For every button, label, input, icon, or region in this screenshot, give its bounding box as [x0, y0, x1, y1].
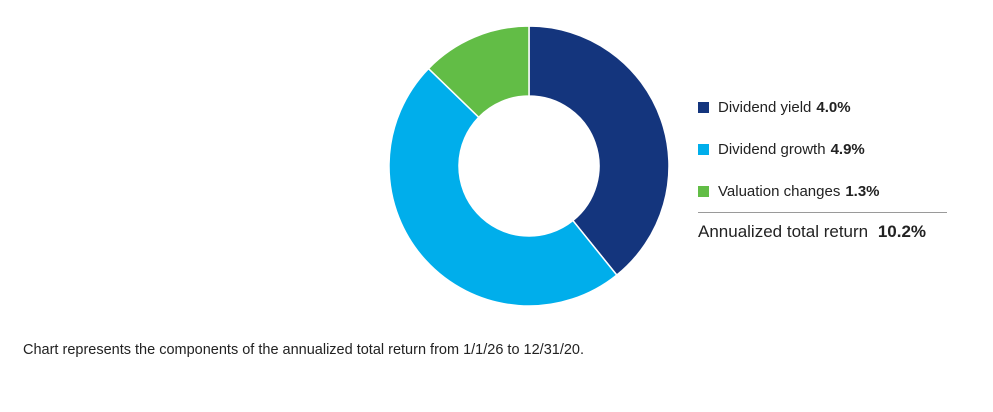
legend-swatch-dividend-growth: [698, 143, 709, 155]
legend-item-valuation-changes: Valuation changes 1.3%: [698, 179, 948, 203]
legend-divider: [698, 212, 947, 213]
donut-slice-valuation-changes: [427, 26, 530, 119]
legend-label-dividend-growth: Dividend growth: [718, 140, 826, 158]
total-return-value: 10.2%: [877, 222, 927, 241]
total-return: Annualized total return 10.2%: [698, 222, 926, 242]
chart-footnote: Chart represents the components of the a…: [23, 342, 585, 358]
legend-value-dividend-yield: 4.0%: [816, 98, 851, 116]
total-return-label: Annualized total return: [698, 222, 869, 241]
donut-slice-dividend-growth: [389, 67, 618, 306]
legend-swatch-valuation-changes: [698, 185, 709, 197]
chart-legend: Dividend yield 4.0% Dividend growth 4.9%…: [698, 95, 948, 221]
donut-chart: [389, 26, 669, 306]
legend-item-dividend-yield: Dividend yield 4.0%: [698, 95, 948, 119]
legend-swatch-dividend-yield: [698, 101, 709, 113]
legend-label-valuation-changes: Valuation changes: [718, 182, 841, 200]
legend-value-dividend-growth: 4.9%: [830, 140, 865, 158]
legend-label-dividend-yield: Dividend yield: [718, 98, 812, 116]
legend-value-valuation-changes: 1.3%: [845, 182, 880, 200]
donut-slice-dividend-yield: [528, 26, 669, 277]
legend-item-dividend-growth: Dividend growth 4.9%: [698, 137, 948, 161]
